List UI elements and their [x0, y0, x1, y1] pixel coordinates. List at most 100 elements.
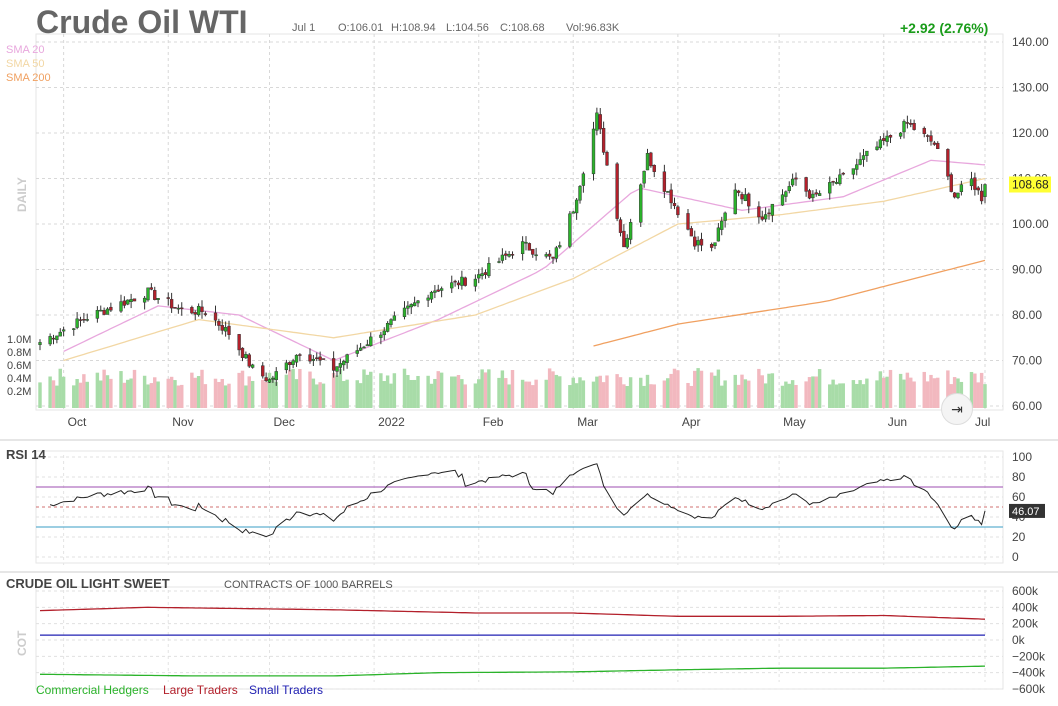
volume-bar [693, 370, 697, 408]
volume-bar [497, 377, 501, 408]
candle-body [51, 337, 56, 340]
candle-body [757, 206, 761, 218]
candle-body [379, 334, 383, 338]
volume-bar [591, 381, 596, 408]
volume-bar [109, 378, 113, 408]
candle-body [693, 236, 697, 247]
volume-bar [855, 383, 859, 408]
candle-body [855, 164, 859, 170]
volume-bar [622, 384, 626, 408]
sma20-legend[interactable]: SMA 20 [6, 44, 45, 56]
volume-bar [507, 384, 511, 408]
volume-bar [102, 369, 106, 408]
volume-bar [929, 374, 933, 408]
candle-body [331, 358, 336, 371]
candle-body [615, 163, 619, 219]
candle-body [412, 302, 417, 307]
volume-bar [595, 376, 599, 408]
rsi-title: RSI 14 [6, 447, 46, 462]
volume-bar [807, 377, 812, 408]
candle-body [767, 212, 771, 215]
candle-body [173, 307, 177, 309]
volume-bar [406, 375, 410, 408]
cot-tick-label: 200k [1012, 617, 1039, 631]
volume-bar [885, 376, 889, 408]
volume-bar [743, 379, 748, 408]
candle-body [969, 178, 974, 187]
daily-label: DAILY [15, 177, 29, 212]
candle-body [406, 305, 410, 309]
volume-bar [676, 370, 680, 408]
candle-body [720, 220, 724, 230]
candle-body [568, 213, 572, 247]
candle-body [554, 247, 559, 259]
candle-body [814, 192, 818, 195]
volume-bar [605, 375, 609, 408]
x-tick-label: Jun [888, 415, 907, 429]
candle-body [804, 177, 808, 192]
volume-bar [689, 385, 694, 408]
cot-tick-label: 600k [1012, 584, 1039, 598]
scroll-to-latest-button[interactable]: ⇥ [941, 393, 973, 425]
volume-bar [250, 380, 255, 408]
candle-body [473, 278, 478, 287]
candle-body [362, 346, 366, 349]
candle-body [973, 177, 977, 190]
candle-body [355, 350, 359, 354]
candle-body [571, 211, 575, 214]
candle-body [699, 238, 704, 246]
volume-bar [649, 384, 653, 408]
candle-body [946, 149, 950, 177]
volume-bar [504, 378, 508, 408]
volume-bar [382, 381, 386, 408]
volume-bar [153, 377, 157, 408]
candle-body [922, 127, 926, 134]
candle-body [794, 177, 798, 180]
candle-body [463, 277, 467, 286]
candle-body [834, 181, 839, 184]
sma50-legend[interactable]: SMA 50 [6, 58, 45, 70]
cot-title: CRUDE OIL LIGHT SWEET [6, 576, 170, 591]
candle-body [95, 310, 100, 319]
volume-bar [652, 384, 656, 408]
cot-tick-label: −600k [1012, 682, 1046, 696]
cot-series-line [39, 606, 986, 620]
candle-body [365, 344, 370, 347]
volume-bar [851, 380, 856, 408]
volume-bar [190, 372, 194, 408]
candle-body [841, 172, 845, 175]
candle-body [952, 192, 957, 198]
price-tick-label: 70.00 [1012, 354, 1042, 368]
sma200-legend[interactable]: SMA 200 [6, 72, 51, 84]
high-value: H:108.94 [391, 22, 436, 34]
cot-series-line [39, 665, 986, 677]
volume-bar [976, 382, 980, 408]
candle-body [504, 253, 508, 256]
volume-bar [817, 369, 822, 408]
volume-bar [355, 380, 359, 408]
volume-bar [129, 378, 133, 408]
volume-bar [298, 368, 302, 408]
volume-tick-label: 0.4M [7, 373, 31, 385]
legend-small-traders: Small Traders [249, 683, 324, 697]
cot-subtitle: CONTRACTS OF 1000 BARRELS [224, 579, 393, 591]
volume-bar [905, 372, 910, 408]
volume-bar [480, 369, 484, 408]
candle-body [851, 168, 856, 175]
volume-bar [460, 379, 464, 408]
volume-bar [261, 379, 265, 408]
candle-body [760, 216, 764, 220]
price-tick-label: 140.00 [1012, 35, 1049, 49]
volume-bar [95, 372, 100, 408]
candle-body [929, 135, 933, 142]
candle-body [861, 155, 866, 160]
candle-body [689, 228, 694, 237]
volume-bar [315, 384, 319, 408]
candle-body [122, 300, 127, 306]
candle-body [271, 378, 275, 380]
volume-bar [213, 378, 218, 408]
volume-bar [571, 377, 575, 408]
candle-body [132, 298, 137, 302]
candle-body [605, 152, 609, 166]
volume-bar [558, 376, 562, 408]
